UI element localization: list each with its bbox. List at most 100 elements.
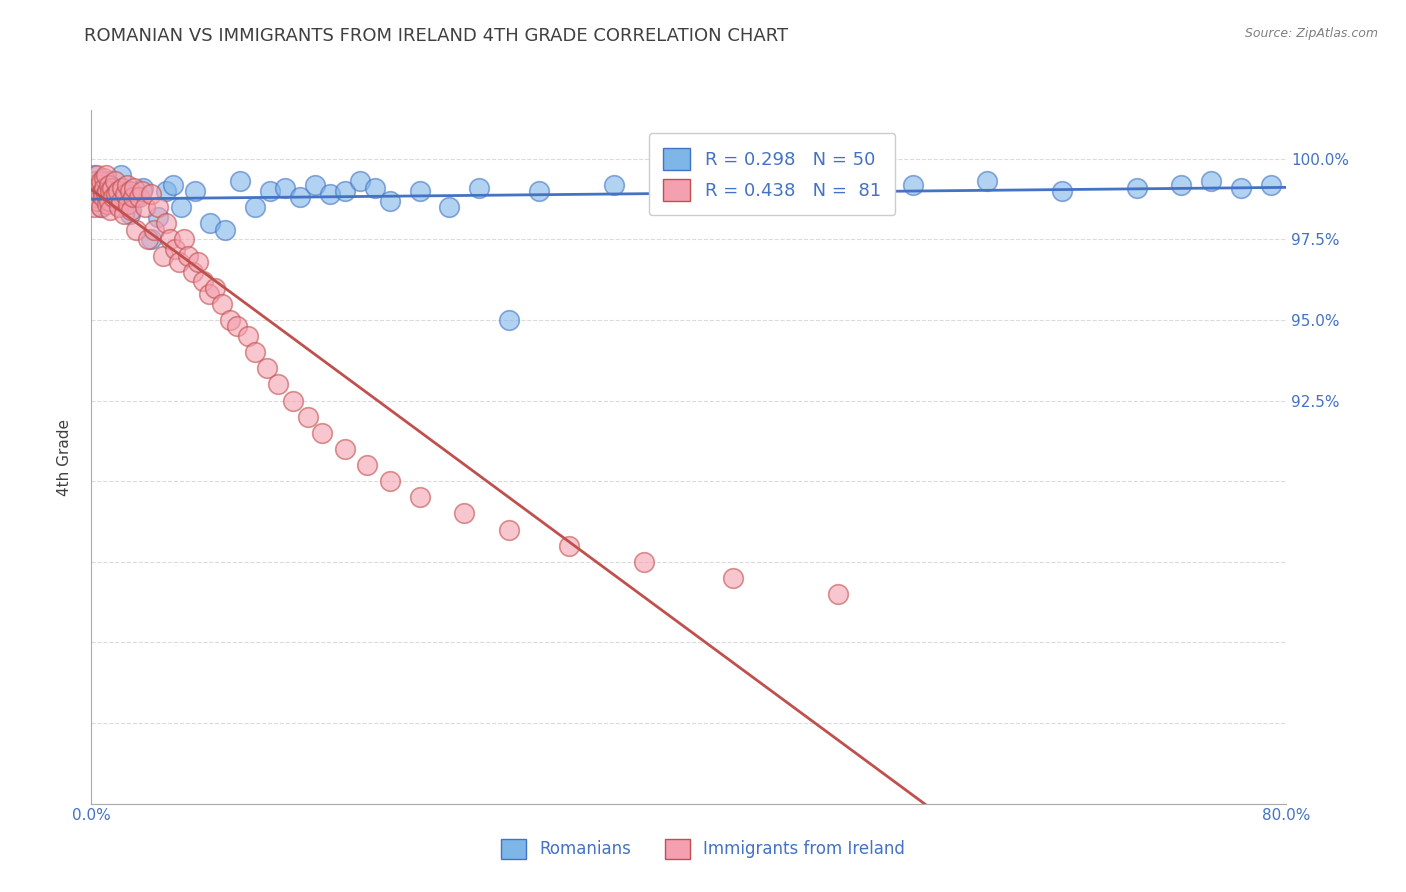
Point (110, 194, 132, 208)
Point (633, 555, 655, 569)
Point (114, 184, 136, 198)
Point (84, 174, 107, 188)
Point (256, 361, 278, 376)
Point (93, 184, 115, 198)
Point (98, 194, 121, 208)
Point (603, 178, 626, 192)
Point (84, 190, 107, 204)
Point (827, 181, 849, 195)
Point (297, 409, 319, 424)
Point (527, 184, 550, 198)
Point (349, 174, 371, 188)
Point (155, 216, 177, 230)
Point (128, 190, 150, 204)
Point (94, 168, 117, 182)
Point (439, 200, 461, 214)
Point (146, 210, 169, 224)
Point (229, 174, 252, 188)
Point (187, 255, 209, 269)
Point (101, 181, 124, 195)
Point (198, 287, 221, 301)
Point (752, 184, 775, 198)
Point (378, 474, 401, 488)
Point (678, 174, 700, 188)
Point (107, 184, 129, 198)
Point (91, 190, 114, 204)
Point (105, 187, 128, 202)
Point (104, 174, 127, 188)
Point (112, 206, 135, 220)
Point (218, 313, 240, 327)
Point (90, 200, 112, 214)
Point (204, 281, 226, 295)
Point (121, 190, 143, 204)
Point (105, 187, 128, 202)
Legend: Romanians, Immigrants from Ireland: Romanians, Immigrants from Ireland (495, 832, 911, 866)
Point (93, 171, 115, 186)
Point (87, 178, 110, 192)
Point (1170, 178, 1192, 192)
Point (558, 539, 581, 553)
Point (364, 181, 387, 195)
Point (333, 184, 356, 198)
Point (90, 200, 112, 214)
Point (89, 187, 111, 202)
Point (155, 184, 177, 198)
Point (91, 184, 114, 198)
Point (498, 313, 520, 327)
Point (827, 587, 849, 601)
Point (245, 200, 267, 214)
Point (111, 181, 134, 195)
Point (103, 190, 125, 204)
Point (163, 242, 186, 256)
Point (1125, 181, 1147, 195)
Point (118, 206, 141, 220)
Point (86, 168, 108, 182)
Point (259, 184, 281, 198)
Point (87, 194, 110, 208)
Point (236, 329, 259, 343)
Point (139, 232, 162, 246)
Point (96, 174, 118, 188)
Point (131, 184, 153, 198)
Point (97, 178, 120, 192)
Point (132, 181, 155, 195)
Point (200, 216, 222, 230)
Legend: R = 0.298   N = 50, R = 0.438   N =  81: R = 0.298 N = 50, R = 0.438 N = 81 (648, 133, 896, 215)
Point (110, 168, 132, 182)
Point (108, 200, 131, 214)
Point (125, 190, 148, 204)
Point (976, 174, 998, 188)
Point (139, 187, 162, 202)
Point (162, 178, 184, 192)
Point (83, 178, 105, 192)
Point (281, 393, 304, 408)
Point (125, 223, 148, 237)
Point (87, 184, 110, 198)
Point (86, 181, 108, 195)
Point (89, 178, 111, 192)
Point (159, 232, 181, 246)
Point (901, 178, 924, 192)
Point (146, 200, 169, 214)
Point (83, 168, 105, 182)
Point (378, 194, 401, 208)
Point (115, 178, 138, 192)
Point (152, 248, 174, 262)
Point (167, 255, 190, 269)
Point (114, 187, 136, 202)
Point (169, 200, 191, 214)
Point (1050, 184, 1073, 198)
Point (1201, 174, 1223, 188)
Point (408, 184, 430, 198)
Point (82, 184, 104, 198)
Point (304, 178, 326, 192)
Point (117, 197, 139, 211)
Point (120, 203, 142, 218)
Point (122, 181, 145, 195)
Point (93, 181, 115, 195)
Point (723, 571, 745, 585)
Point (142, 223, 165, 237)
Point (96, 184, 118, 198)
Point (96, 197, 118, 211)
